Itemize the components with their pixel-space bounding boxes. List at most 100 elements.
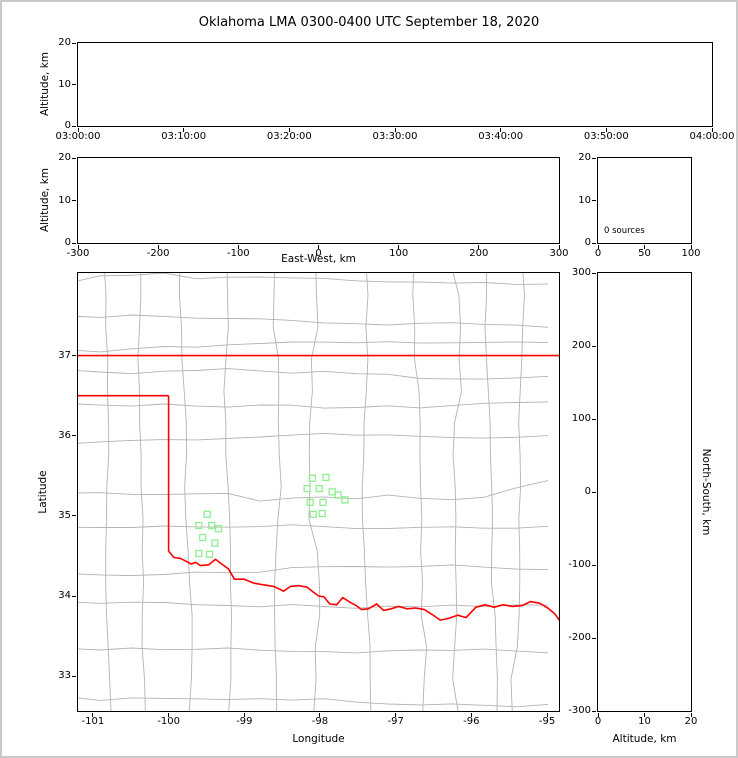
lma-station-marker xyxy=(328,488,336,496)
x-tick-label: -100 xyxy=(157,716,180,727)
x-tick xyxy=(157,245,159,249)
y-tick xyxy=(72,515,76,517)
y-tick-label: 35 xyxy=(58,509,71,521)
x-axis-label-altitude-bottom: Altitude, km xyxy=(612,733,677,745)
x-tick xyxy=(395,713,397,717)
y-tick-label: -300 xyxy=(568,705,591,716)
y-tick xyxy=(72,355,76,357)
lma-station-marker xyxy=(318,509,326,518)
x-tick-label: -99 xyxy=(236,716,253,727)
county-lines xyxy=(78,273,549,711)
x-tick-label: 03:10:00 xyxy=(161,131,207,142)
x-tick xyxy=(690,713,692,717)
lma-station-marker xyxy=(308,474,317,482)
lma-station-marker xyxy=(334,491,342,499)
y-tick xyxy=(592,242,596,244)
lma-station-marker xyxy=(199,533,207,542)
x-tick xyxy=(597,713,599,717)
x-tick-label: 04:00:00 xyxy=(689,131,735,142)
x-tick-label: 03:20:00 xyxy=(266,131,312,142)
y-tick-label: 10 xyxy=(578,194,591,206)
y-tick-label: 0 xyxy=(584,237,591,248)
x-tick-label: 03:50:00 xyxy=(583,131,629,142)
x-tick xyxy=(394,128,396,132)
x-tick-label: 03:30:00 xyxy=(372,131,418,142)
x-tick xyxy=(77,245,79,249)
y-tick-label: -100 xyxy=(568,559,591,570)
source-count-annotation: 0 sources xyxy=(604,225,645,236)
y-tick-label: 20 xyxy=(578,152,591,163)
y-tick-label: 33 xyxy=(58,670,71,682)
y-tick-label: 10 xyxy=(58,78,71,90)
y-tick xyxy=(72,675,76,677)
x-axis-label-longitude: Longitude xyxy=(292,733,345,745)
x-tick xyxy=(644,713,645,717)
x-tick-label: 03:00:00 xyxy=(55,131,101,142)
y-tick xyxy=(72,200,76,201)
x-tick xyxy=(644,245,645,249)
x-tick xyxy=(478,245,480,249)
y-tick-label: 100 xyxy=(571,413,591,424)
x-tick xyxy=(690,245,692,249)
lma-station-marker xyxy=(211,539,219,547)
y-tick xyxy=(72,84,76,85)
lma-station-marker xyxy=(306,498,314,506)
panel-time-altitude: 03:00:00 03:10:00 03:20:00 03:30:00 03:40:00… xyxy=(56,38,735,142)
y-tick xyxy=(592,564,596,566)
station-markers xyxy=(195,473,349,558)
lma-station-marker xyxy=(315,484,323,493)
lma-station-marker xyxy=(214,525,223,533)
y-axis-label-altitude-middle: Altitude, km xyxy=(39,167,51,233)
y-tick-label: 10 xyxy=(58,194,71,206)
x-tick-label: 20 xyxy=(684,716,698,727)
x-tick xyxy=(318,245,319,249)
y-tick xyxy=(72,242,76,244)
y-tick xyxy=(592,491,596,493)
lma-station-marker xyxy=(208,521,216,530)
x-tick xyxy=(470,713,472,717)
lma-station-marker xyxy=(303,484,311,493)
y-tick xyxy=(72,125,76,127)
x-tick xyxy=(398,245,400,249)
x-tick-label: 50 xyxy=(638,248,651,259)
panel-plan-view-map: -101 -100 -99 -98 -97 -96 -95 33 34 35 36 37 xyxy=(58,272,560,727)
lma-station-marker xyxy=(203,510,211,518)
y-tick xyxy=(72,435,76,437)
x-tick-label: 100 xyxy=(389,248,409,259)
y-tick xyxy=(592,272,596,274)
oklahoma-map xyxy=(78,273,559,711)
lma-station-marker xyxy=(195,521,203,530)
y-tick-label: 0 xyxy=(584,486,591,497)
y-tick-label: 0 xyxy=(64,120,71,131)
y-tick xyxy=(72,157,76,159)
x-tick-label: -101 xyxy=(81,716,105,727)
y-tick xyxy=(592,418,596,420)
x-tick-label: -300 xyxy=(66,248,90,259)
y-tick-label: 37 xyxy=(58,349,71,361)
y-tick xyxy=(592,710,596,712)
y-tick xyxy=(72,42,76,44)
x-tick xyxy=(597,245,599,249)
panel-eastwest-altitude: -300 -200 -100 0 100 200 300 0 10 20 xyxy=(58,153,568,259)
x-tick-label: 10 xyxy=(638,716,651,727)
x-tick-label: -95 xyxy=(538,716,556,727)
x-tick xyxy=(183,128,185,132)
state-border xyxy=(78,354,559,621)
x-tick-label: 300 xyxy=(549,248,569,259)
y-tick xyxy=(592,637,596,639)
y-tick-label: -200 xyxy=(568,632,591,643)
y-tick xyxy=(592,345,596,347)
x-tick xyxy=(319,713,321,717)
y-tick-label: 36 xyxy=(58,429,71,441)
x-tick-label: 0 xyxy=(594,248,602,259)
x-tick xyxy=(243,713,245,717)
lma-station-marker xyxy=(341,496,349,504)
y-tick-label: 0 xyxy=(64,237,71,248)
x-tick-label: 100 xyxy=(681,248,701,259)
lma-station-marker xyxy=(319,498,327,506)
y-axis-label-northsouth: North-South, km xyxy=(700,448,712,536)
x-tick xyxy=(77,128,79,132)
x-tick xyxy=(605,128,607,132)
lma-station-marker xyxy=(309,510,317,518)
y-tick-label: 34 xyxy=(58,590,71,601)
